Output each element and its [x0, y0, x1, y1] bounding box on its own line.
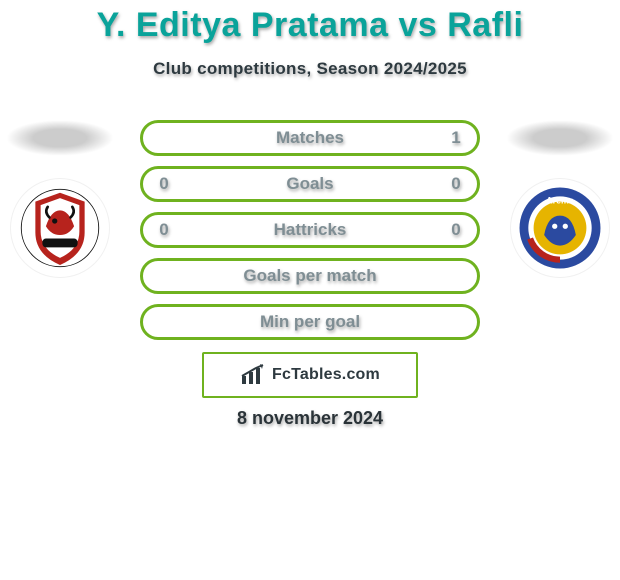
club-name-right-text: Arema	[546, 195, 573, 205]
club-logo-left	[16, 184, 104, 272]
stat-row: 0Goals0	[140, 166, 480, 202]
stat-label: Matches	[143, 128, 477, 148]
stat-value-right: 0	[449, 220, 463, 240]
brand-text: FcTables.com	[272, 366, 380, 384]
right-player-column: Arema	[500, 112, 620, 278]
page-subtitle: Club competitions, Season 2024/2025	[0, 59, 620, 79]
stat-row: Min per goal	[140, 304, 480, 340]
stat-value-left: 0	[157, 174, 171, 194]
stat-value-left: 0	[157, 220, 171, 240]
brand-chart-icon	[240, 364, 266, 386]
player-shadow-right	[506, 120, 614, 156]
page-title: Y. Editya Pratama vs Rafli	[0, 6, 620, 45]
stat-value-right: 0	[449, 174, 463, 194]
stat-row: Matches1	[140, 120, 480, 156]
stat-value-right: 1	[449, 128, 463, 148]
club-badge-left	[10, 178, 110, 278]
club-badge-right: Arema	[510, 178, 610, 278]
stat-label: Hattricks	[143, 220, 477, 240]
club-logo-right: Arema	[516, 184, 604, 272]
stat-label: Min per goal	[143, 312, 477, 332]
stat-label: Goals per match	[143, 266, 477, 286]
player-shadow-left	[6, 120, 114, 156]
stat-label: Goals	[143, 174, 477, 194]
generated-date: 8 november 2024	[0, 408, 620, 429]
left-player-column	[0, 112, 120, 278]
stat-row: 0Hattricks0	[140, 212, 480, 248]
stats-list: Matches10Goals00Hattricks0Goals per matc…	[140, 120, 480, 350]
comparison-card: Y. Editya Pratama vs Rafli Club competit…	[0, 0, 620, 440]
brand-box: FcTables.com	[202, 352, 418, 398]
stat-row: Goals per match	[140, 258, 480, 294]
